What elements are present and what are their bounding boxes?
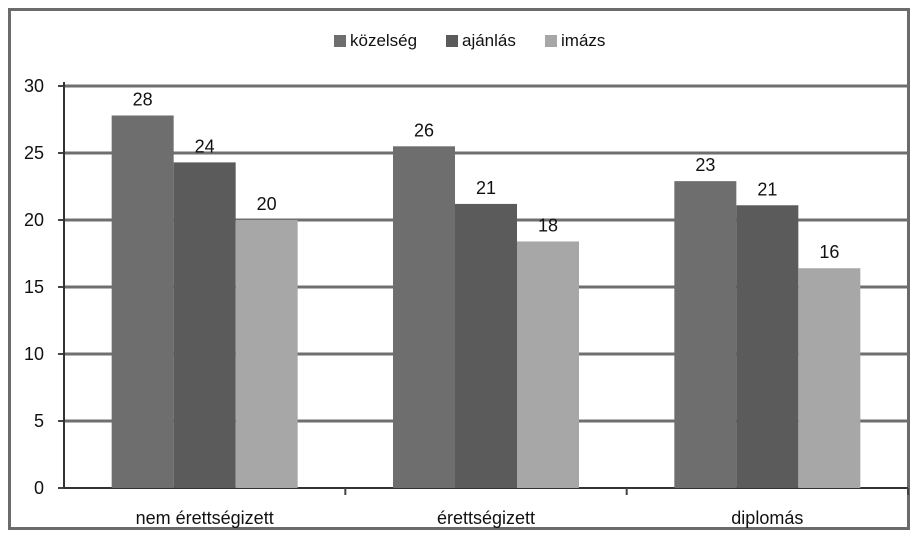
y-tick-label: 25 [24, 143, 44, 163]
legend-swatch [545, 35, 557, 47]
bar-imázs [235, 220, 298, 488]
bar-ajánlás [455, 203, 517, 489]
bar-közelség [393, 146, 455, 489]
legend-label: imázs [561, 31, 605, 50]
bar-ajánlás [173, 162, 236, 488]
data-label: 16 [819, 242, 839, 262]
y-tick-label: 10 [24, 344, 44, 364]
bar-közelség [111, 115, 174, 488]
x-category-label: diplomás [731, 508, 803, 528]
data-label: 20 [257, 194, 277, 214]
y-tick-label: 5 [34, 411, 44, 431]
data-label: 23 [695, 155, 715, 175]
bar-közelség [674, 181, 737, 488]
bar-ajánlás [736, 205, 799, 488]
x-category-label: érettségizett [437, 508, 535, 528]
x-category-label: nem érettségizett [136, 508, 274, 528]
data-label: 21 [476, 178, 496, 198]
legend-swatch [446, 35, 458, 47]
y-tick-label: 15 [24, 277, 44, 297]
y-tick-label: 0 [34, 478, 44, 498]
data-label: 18 [538, 215, 558, 235]
y-tick-label: 30 [24, 76, 44, 96]
legend-label: közelség [350, 31, 417, 50]
bar-imázs [798, 268, 861, 488]
legend-swatch [334, 35, 346, 47]
data-label: 26 [414, 120, 434, 140]
data-label: 21 [757, 179, 777, 199]
data-label: 28 [133, 89, 153, 109]
data-label: 24 [195, 136, 215, 156]
legend-label: ajánlás [462, 31, 516, 50]
bar-imázs [517, 241, 579, 488]
y-tick-label: 20 [24, 210, 44, 230]
